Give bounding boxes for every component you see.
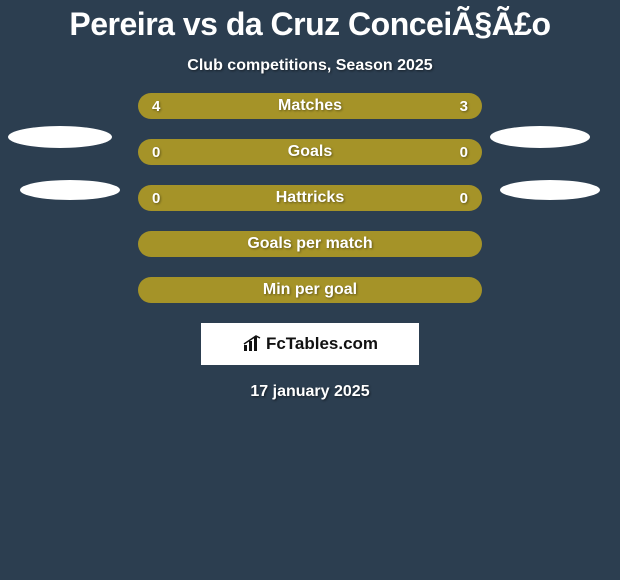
- stat-label: Goals: [138, 143, 482, 161]
- stat-row: Min per goal: [138, 277, 482, 303]
- page-title: Pereira vs da Cruz ConceiÃ§Ã£o: [0, 0, 620, 43]
- stat-label: Min per goal: [138, 281, 482, 299]
- stat-label: Matches: [138, 97, 482, 115]
- stat-row: 0 Hattricks 0: [138, 185, 482, 211]
- stat-row: 0 Goals 0: [138, 139, 482, 165]
- stat-label: Hattricks: [138, 189, 482, 207]
- branding-text: FcTables.com: [266, 334, 378, 354]
- avatar-placeholder-left-2: [20, 180, 120, 200]
- stat-left-value: 0: [152, 144, 160, 161]
- stat-right-value: 0: [460, 144, 468, 161]
- avatar-placeholder-left-1: [8, 126, 112, 148]
- stats-container: 4 Matches 3 0 Goals 0 0 Hattricks 0 Goal…: [138, 93, 482, 303]
- avatar-placeholder-right-2: [500, 180, 600, 200]
- branding-box: FcTables.com: [201, 323, 419, 365]
- stat-right-value: 0: [460, 190, 468, 207]
- stat-label: Goals per match: [138, 235, 482, 253]
- stat-row: 4 Matches 3: [138, 93, 482, 119]
- stat-right-value: 3: [460, 98, 468, 115]
- subtitle: Club competitions, Season 2025: [0, 57, 620, 75]
- chart-icon: [242, 335, 264, 353]
- avatar-placeholder-right-1: [490, 126, 590, 148]
- stat-left-value: 0: [152, 190, 160, 207]
- date-text: 17 january 2025: [0, 383, 620, 401]
- stat-row: Goals per match: [138, 231, 482, 257]
- stat-left-value: 4: [152, 98, 160, 115]
